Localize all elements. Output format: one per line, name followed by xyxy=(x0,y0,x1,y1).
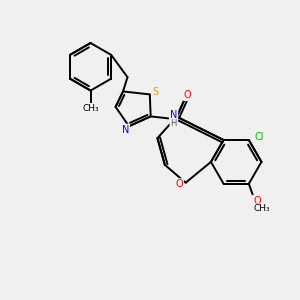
Text: O: O xyxy=(184,90,192,100)
Text: Cl: Cl xyxy=(254,132,264,142)
Text: N: N xyxy=(170,110,177,120)
Text: N: N xyxy=(122,125,129,135)
Text: S: S xyxy=(152,87,158,97)
Text: O: O xyxy=(253,196,261,206)
Text: O: O xyxy=(175,179,183,189)
Text: CH₃: CH₃ xyxy=(254,204,271,213)
Text: CH₃: CH₃ xyxy=(82,104,99,113)
Text: H: H xyxy=(170,119,177,128)
